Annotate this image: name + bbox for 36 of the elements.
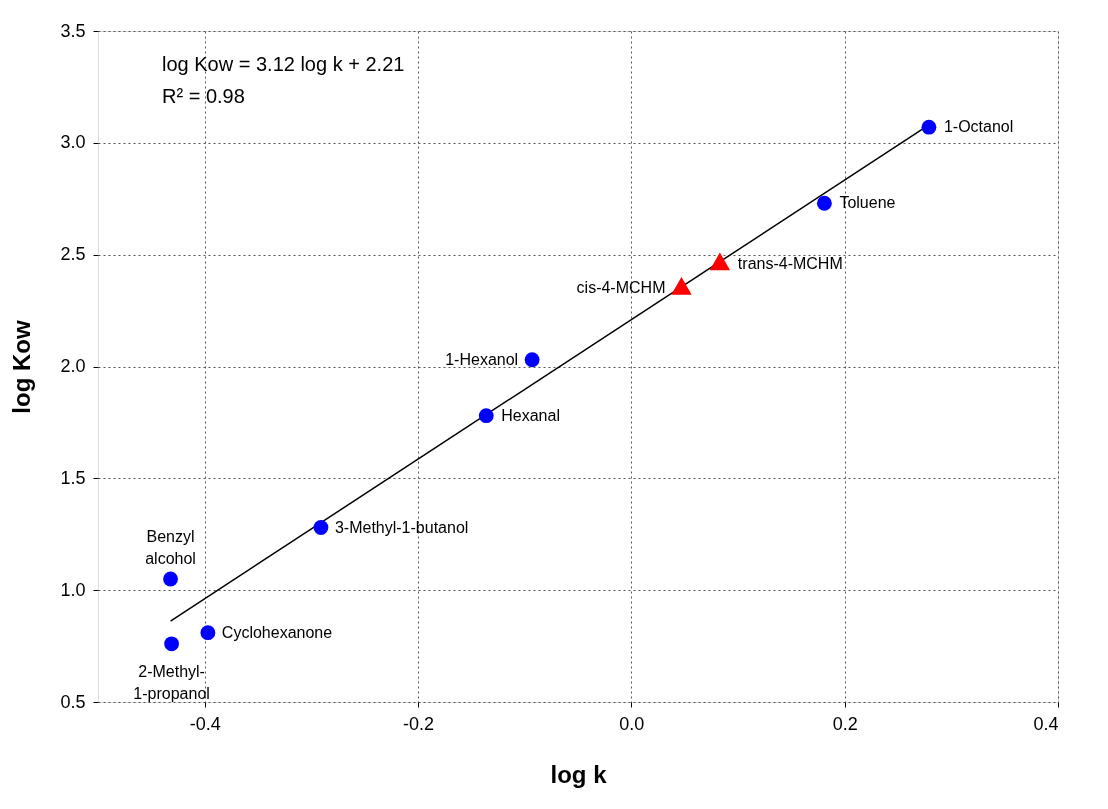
annotation: 1-Octanol	[943, 118, 1014, 136]
point	[709, 252, 731, 271]
x-tick-label: 0.4	[1033, 713, 1059, 734]
annotation: 2-Methyl- 1-propanol	[133, 662, 210, 702]
y-tick-label: 3.5	[60, 20, 86, 41]
point	[671, 277, 692, 295]
y-tick-label: 3.0	[60, 132, 86, 153]
point	[313, 520, 329, 535]
point	[921, 119, 937, 135]
y-tick-label: 2.5	[60, 244, 86, 265]
annotation: Hexanal	[501, 406, 560, 424]
x-tick-label: -0.4	[189, 713, 221, 734]
annotation: trans-4-MCHM	[737, 255, 843, 273]
point	[478, 408, 494, 424]
annotation: 1-Hexanol	[445, 350, 519, 368]
point	[816, 195, 832, 211]
point	[163, 571, 178, 587]
annotation: R² = 0.98	[162, 85, 245, 107]
x-tick-label: -0.2	[402, 713, 435, 734]
x-tick-label: 0.2	[832, 713, 858, 734]
annotation: Toluene	[839, 194, 896, 212]
y-axis-title: log Kow	[8, 320, 36, 414]
y-tick-label: 1.5	[60, 467, 86, 488]
y-tick-label: 2.0	[60, 356, 86, 376]
annotation: Benzyl alcohol	[145, 527, 196, 567]
annotation: Cyclohexanone	[221, 623, 333, 641]
point	[524, 352, 540, 368]
point	[200, 625, 216, 641]
y-tick-label: 1.0	[60, 579, 86, 600]
annotation: log Kow = 3.12 log k + 2.21	[162, 53, 405, 75]
x-axis-title: log k	[550, 760, 608, 788]
point	[164, 636, 180, 652]
x-tick-label: 0.0	[619, 713, 645, 734]
y-tick-label: 0.5	[60, 691, 86, 712]
annotation: cis-4-MCHM	[576, 278, 666, 296]
annotation: 3-Methyl-1-butanol	[334, 518, 469, 536]
